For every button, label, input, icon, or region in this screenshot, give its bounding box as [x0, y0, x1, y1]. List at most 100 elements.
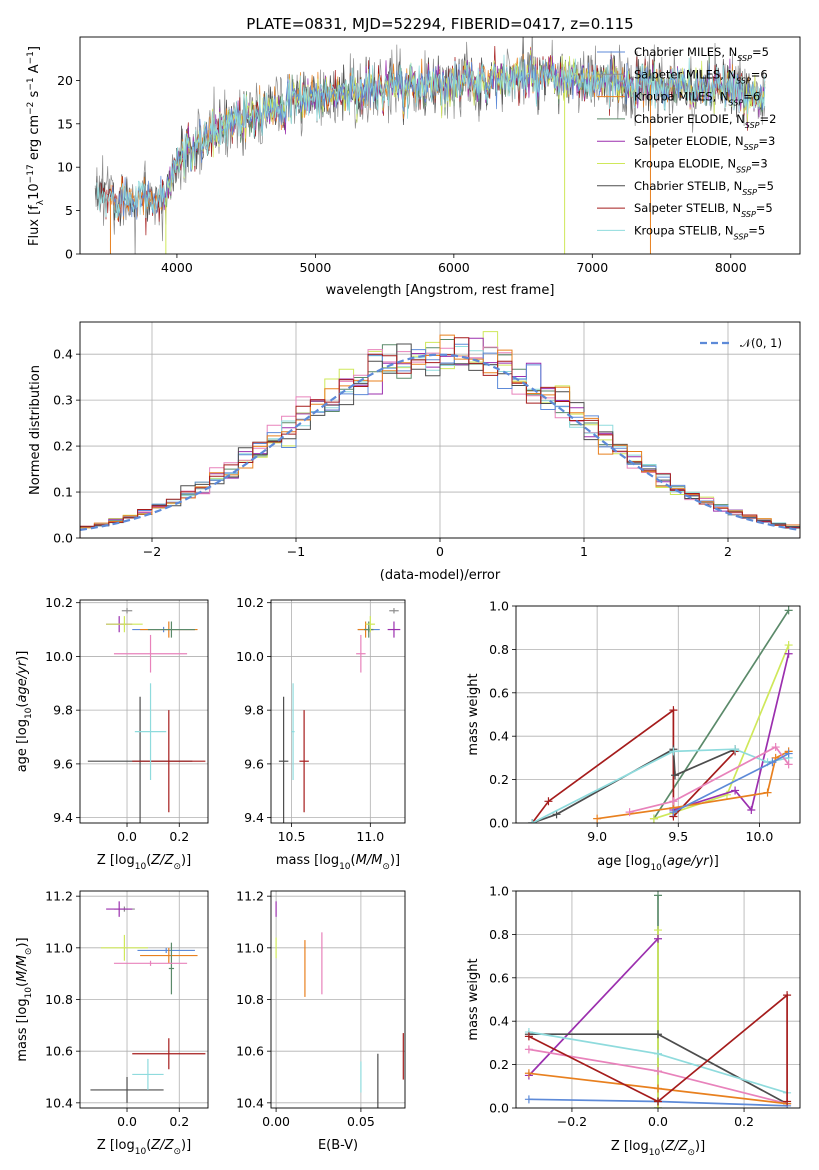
weight-marker-pink: [625, 808, 634, 817]
legend-subscript: SSP: [734, 232, 749, 241]
weight-marker-salpeter_elodie: [654, 934, 662, 943]
legend-subscript: SSP: [745, 120, 760, 129]
weight-marker-chabrier_stelib: [654, 1030, 662, 1039]
weight-marker-salpeter_stelib: [544, 797, 553, 806]
legend-text: =3: [751, 157, 768, 171]
chart-title: PLATE=0831, MJD=52294, FIBERID=0417, z=0…: [246, 15, 633, 33]
ticks: 0.0 0.2 10.4 10.6 10.8 11.0 11.2: [45, 889, 189, 1129]
weight-marker-pink: [784, 760, 793, 769]
legend-text: =6: [743, 90, 760, 104]
panel-weight_vs_age: 9.0 9.5 10.0 0.0 0.2 0.4 0.6 0.8 1.0 age [log10(a…: [466, 599, 801, 873]
plot-area: [524, 891, 792, 1108]
legend-text: =5: [748, 223, 765, 237]
legend-text: Salpeter ELODIE, N: [634, 134, 744, 148]
weight-marker-kroupa_stelib: [731, 745, 740, 754]
x-tick-label: 0.00: [262, 1114, 290, 1129]
y-tick-label: 0.2: [53, 439, 73, 454]
y-tick-label: 11.0: [236, 940, 264, 955]
label-part: (: [662, 854, 667, 869]
plot-area: [87, 608, 206, 823]
weight-line-salpeter_elodie: [673, 653, 790, 812]
legend-label-salpeter_miles: Salpeter MILES, NSSP=6: [634, 67, 768, 85]
y-axis-label: Normed distribution: [28, 365, 43, 495]
legend-text: =3: [758, 134, 775, 148]
legend-text: Salpeter STELIB, N: [634, 201, 741, 215]
weight-marker-pink: [669, 797, 678, 806]
x-tick-label: 0.2: [169, 1114, 189, 1129]
y-tick-label: 0.2: [489, 772, 509, 787]
legend-label-chabrier_miles: Chabrier MILES, NSSP=5: [634, 45, 769, 63]
legend-text: Chabrier MILES, N: [634, 45, 737, 59]
y-tick-label: 0.8: [489, 927, 509, 942]
y-tick-label: 5: [65, 203, 73, 218]
legend-label-kroupa_elodie: Kroupa ELODIE, NSSP=3: [634, 157, 768, 175]
panel-residuals: −2 −1 0 1 2 0.0 0.1 0.2 0.3 0.4 (data-model)/error…: [28, 321, 801, 583]
axes-frame: [270, 890, 406, 1109]
panel-mass_vs_ebv: 0.00 0.05 10.4 10.6 10.8 11.0 11.2: [236, 889, 406, 1129]
x-tick-label: 5000: [299, 260, 331, 275]
panel-weight_vs_Z: −0.2 0.0 0.2 0.0 0.2 0.4 0.6 0.8 1.0 Z [log10(Z/Z…: [466, 884, 801, 1158]
legend-text: Chabrier ELODIE, N: [634, 112, 745, 126]
label-part: Z/Z: [150, 853, 174, 868]
weight-line-chabrier_elodie: [653, 609, 790, 820]
label-part: )]: [15, 937, 30, 947]
weight-marker-chabrier_miles: [524, 1095, 533, 1104]
legend-text: =2: [760, 112, 777, 126]
x-axis-label: mass [log10(M/M⊙)]: [276, 853, 400, 872]
weight-marker-kroupa_elodie: [654, 926, 662, 935]
axes-frame: [515, 605, 801, 824]
x-tick-label: −1: [287, 544, 305, 559]
label-part: 10: [24, 987, 34, 999]
label-part: ⊙: [173, 862, 181, 872]
label-part: Z [log: [97, 1138, 135, 1153]
weight-marker-salpeter_stelib: [669, 706, 678, 715]
legend-label-salpeter_stelib: Salpeter STELIB, NSSP=5: [634, 201, 773, 219]
label-part: ⊙: [382, 862, 390, 872]
y-tick-label: 11.0: [45, 940, 73, 955]
label-part: ⊙: [173, 1147, 181, 1157]
grid: [80, 891, 208, 1108]
label-part: (: [146, 853, 151, 868]
label-part: erg cm: [27, 115, 42, 164]
normal-curve: [80, 353, 800, 531]
label-part: Z [log: [97, 853, 135, 868]
x-tick-label: −2: [143, 544, 161, 559]
y-axis-label: Flux [fλ10−17 erg cm−2 s−1 A−1]: [26, 46, 46, 246]
ticks: 9.0 9.5 10.0 0.0 0.2 0.4 0.6 0.8 1.0: [489, 599, 773, 845]
x-tick-label: 0.2: [734, 1114, 754, 1129]
label-part: )]: [181, 1138, 191, 1153]
legend-subscript: SSP: [736, 76, 751, 85]
grid: [271, 600, 405, 823]
weight-marker-pink: [654, 1067, 662, 1076]
y-tick-label: 0.4: [489, 729, 509, 744]
label-part: s: [27, 90, 42, 101]
x-tick-label: 1: [580, 544, 588, 559]
label-part: 10: [339, 862, 351, 872]
ticks: 4000 5000 6000 7000 8000 0 5 10 15 20: [57, 73, 747, 275]
ticks: −2 −1 0 1 2 0.0 0.1 0.2 0.3 0.4: [53, 347, 732, 559]
legend-text: =5: [757, 179, 774, 193]
x-tick-label: 6000: [438, 260, 470, 275]
label-part: Flux [f: [27, 205, 42, 246]
label-part: Z/Z: [664, 1139, 688, 1154]
x-tick-label: 0: [436, 544, 444, 559]
weight-marker-chabrier_elodie: [784, 606, 793, 615]
x-axis-label: (data-model)/error: [380, 568, 501, 583]
label-part: M/M: [15, 955, 30, 982]
x-axis-label: age [log10(age/yr)]: [597, 854, 719, 873]
weight-marker-chabrier_stelib: [552, 810, 561, 819]
axes-frame: [515, 890, 801, 1109]
y-tick-label: 10.8: [236, 992, 264, 1007]
weight-line-salpeter_stelib: [528, 993, 788, 1103]
label-part: ⊙: [687, 1148, 695, 1158]
y-tick-label: 9.6: [244, 756, 264, 771]
legend-subscript: SSP: [736, 165, 751, 174]
y-tick-label: 0.2: [489, 1057, 509, 1072]
label-part: −1: [26, 77, 36, 90]
x-axis-label: Z [log10(Z/Z⊙)]: [611, 1139, 705, 1158]
y-tick-label: 0.3: [53, 393, 73, 408]
legend-text: Kroupa MILES, N: [634, 90, 729, 104]
label-part: mass [log: [15, 998, 30, 1061]
label-part: (: [15, 703, 30, 708]
label-part: ⊙: [24, 948, 34, 956]
